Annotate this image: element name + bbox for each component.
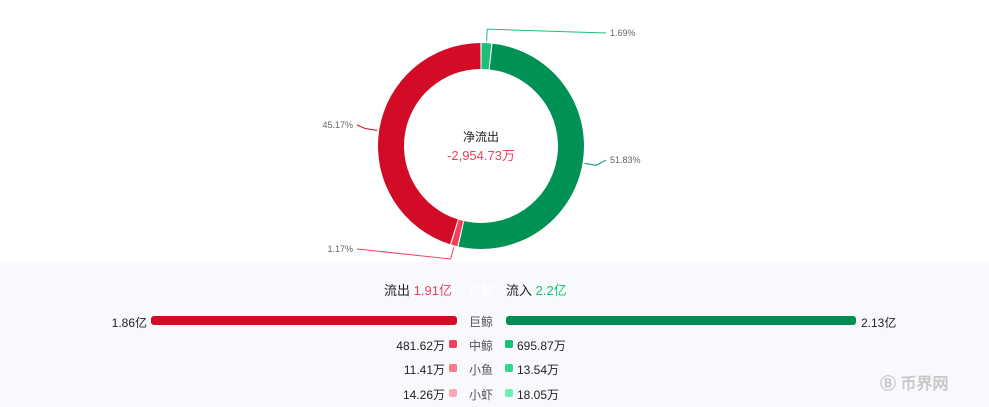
- inflow-value: 2.13亿: [861, 316, 897, 330]
- outflow-value: 11.41万: [403, 363, 445, 377]
- category-label: 巨鲸: [468, 315, 493, 329]
- inflow-dot: [505, 389, 513, 397]
- summary-mid-label: 巨鲸: [468, 283, 495, 298]
- outflow-value: 481.62万: [396, 339, 445, 353]
- donut-slice[interactable]: [458, 43, 585, 249]
- slice-label: 1.69%: [610, 28, 636, 38]
- flow-panel: [0, 262, 989, 407]
- inflow-bar: [506, 316, 856, 325]
- label-line: [356, 124, 378, 131]
- center-title: 净流出: [463, 130, 499, 144]
- donut-slice[interactable]: [378, 43, 481, 245]
- center-value: -2,954.73万: [447, 148, 515, 163]
- outflow-value: 1.86亿: [111, 316, 147, 330]
- slice-label: 45.17%: [322, 120, 353, 130]
- outflow-dot: [449, 340, 457, 348]
- slice-label: 51.83%: [610, 155, 641, 165]
- donut-slice[interactable]: [481, 43, 492, 70]
- slice-label: 1.17%: [327, 244, 353, 254]
- outflow-dot: [449, 389, 457, 397]
- inflow-dot: [505, 340, 513, 348]
- label-line: [584, 159, 607, 166]
- category-label: 小鱼: [468, 363, 493, 377]
- outflow-bar: [151, 316, 457, 325]
- label-line: [486, 28, 607, 42]
- watermark-logo: Ⓑ 币界网: [880, 376, 949, 393]
- inflow-value: 13.54万: [517, 363, 560, 377]
- category-label: 小虾: [468, 388, 493, 402]
- donut-chart: 1.69% 51.83% 1.17% 45.17% 净流出 -2,954.73万: [322, 28, 641, 260]
- inflow-summary: 流入 2.2亿: [506, 283, 567, 298]
- inflow-value: 695.87万: [517, 339, 566, 353]
- outflow-value: 14.26万: [402, 388, 445, 402]
- category-label: 中鲸: [468, 339, 493, 353]
- label-line: [356, 247, 455, 260]
- inflow-value: 18.05万: [517, 388, 560, 402]
- outflow-summary: 流出 1.91亿: [384, 283, 452, 298]
- outflow-dot: [449, 364, 457, 372]
- inflow-dot: [505, 364, 513, 372]
- donut-slice[interactable]: [451, 219, 464, 247]
